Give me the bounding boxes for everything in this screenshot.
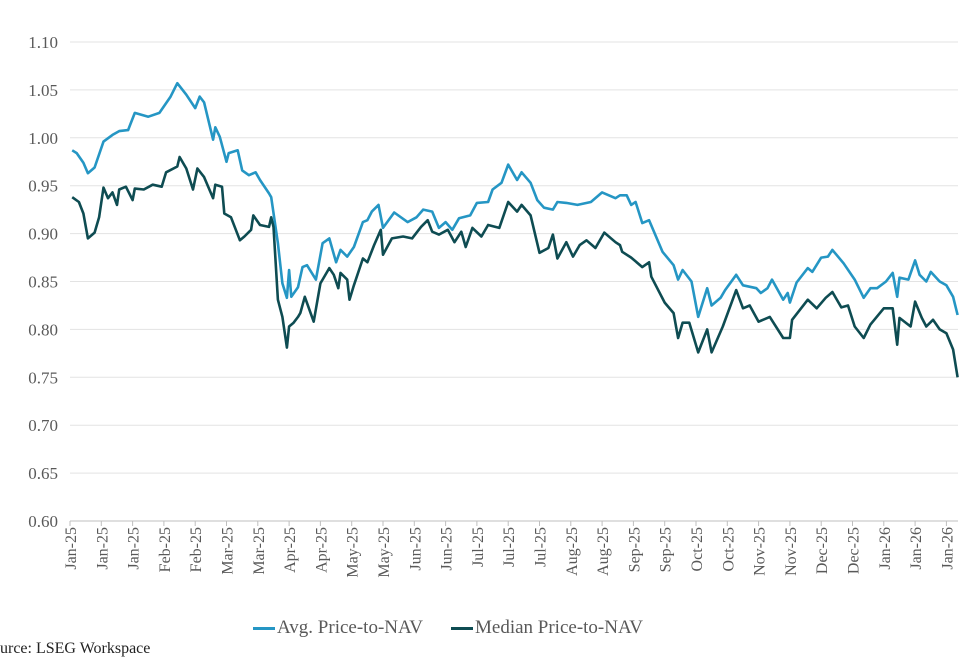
- y-tick-label: 0.85: [28, 273, 58, 292]
- legend-label-avg: Avg. Price-to-NAV: [277, 617, 423, 638]
- legend-item-avg: Avg. Price-to-NAV: [253, 617, 423, 639]
- y-tick-label: 1.05: [28, 81, 58, 100]
- x-tick-label: Sep-25: [658, 527, 675, 572]
- y-tick-label: 1.00: [28, 129, 58, 148]
- avg-price-to-nav-line: [71, 81, 959, 319]
- x-tick-label: Dec-25: [846, 527, 863, 574]
- y-tick-label: 0.65: [28, 464, 58, 483]
- gridlines: [70, 41, 958, 522]
- x-tick-label: Jan-26: [877, 527, 894, 570]
- legend-swatch-avg: [253, 626, 275, 630]
- x-tick-label: Aug-25: [564, 527, 581, 576]
- y-tick-label: 0.95: [28, 177, 58, 196]
- x-tick-label: Apr-25: [313, 527, 330, 573]
- series-lines: [71, 81, 959, 378]
- x-tick-label: Jun-25: [439, 527, 456, 571]
- x-tick-label: Jul-25: [533, 527, 550, 567]
- y-tick-label: 0.70: [28, 416, 58, 435]
- y-axis: 0.60 0.65 0.70 0.75 0.80 0.85 0.90 0.95 1.00 1.05…: [28, 33, 58, 531]
- x-tick-label: Nov-25: [783, 527, 800, 576]
- x-tick-label: Jan-26: [908, 527, 925, 570]
- x-tick-label: Feb-25: [157, 527, 174, 572]
- x-tick-label: Jan-25: [94, 527, 111, 570]
- legend: Avg. Price-to-NAV Median Price-to-NAV: [253, 617, 643, 639]
- legend-label-median: Median Price-to-NAV: [475, 617, 643, 638]
- x-tick-label: Jan-25: [126, 527, 143, 570]
- x-tick-label: May-25: [376, 527, 393, 578]
- x-tick-label: Jan-26: [939, 527, 956, 570]
- x-tick-label: Feb-25: [188, 527, 205, 572]
- y-tick-label: 0.80: [28, 320, 58, 339]
- x-tick-label: Jul-25: [470, 527, 487, 567]
- x-tick-label: Mar-25: [220, 527, 237, 575]
- x-tick-label: Jan-25: [63, 527, 80, 570]
- legend-item-median: Median Price-to-NAV: [451, 617, 643, 639]
- x-tick-label: May-25: [345, 527, 362, 578]
- x-tick-label: Apr-25: [282, 527, 299, 573]
- x-tick-label: Oct-25: [720, 527, 737, 571]
- y-tick-label: 0.75: [28, 368, 58, 387]
- y-tick-label: 1.10: [28, 33, 58, 52]
- y-tick-label: 0.60: [28, 512, 58, 531]
- x-axis: Jan-25 Jan-25 Jan-25 Feb-25 Feb-25 Mar-25 Mar-…: [63, 521, 956, 578]
- x-tick-label: Jul-25: [501, 527, 518, 567]
- median-price-to-nav-line: [71, 155, 959, 378]
- x-tick-label: Mar-25: [251, 527, 268, 575]
- x-tick-label: Aug-25: [595, 527, 612, 576]
- source-note: urce: LSEG Workspace: [0, 640, 151, 657]
- x-tick-label: Jun-25: [407, 527, 424, 571]
- x-tick-label: Dec-25: [814, 527, 831, 574]
- legend-swatch-median: [451, 626, 473, 630]
- x-tick-label: Oct-25: [689, 527, 706, 571]
- x-tick-label: Sep-25: [626, 527, 643, 572]
- y-tick-label: 0.90: [28, 225, 58, 244]
- x-tick-label: Nov-25: [752, 527, 769, 576]
